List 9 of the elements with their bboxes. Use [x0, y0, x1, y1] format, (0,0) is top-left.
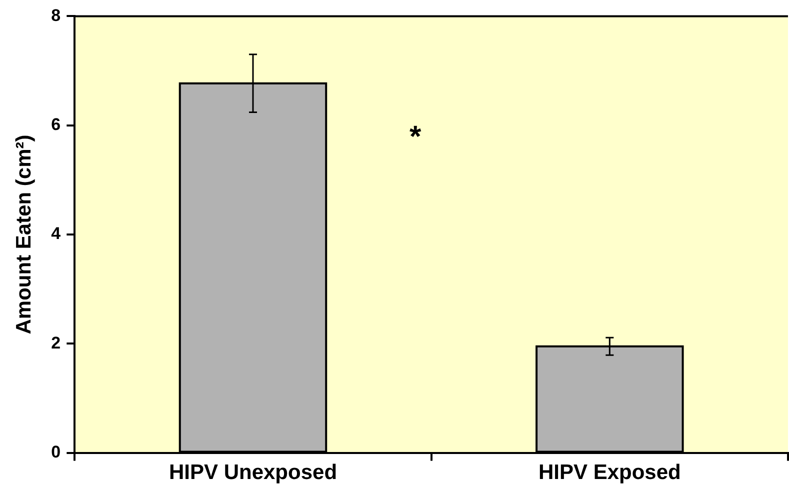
y-tick-label: 8 — [51, 6, 61, 25]
y-tick-label: 6 — [51, 115, 61, 134]
x-tick-label: HIPV Exposed — [538, 461, 681, 484]
y-tick-label: 4 — [51, 224, 62, 244]
y-tick-label: 2 — [51, 333, 61, 352]
x-tick-label: HIPV Unexposed — [168, 461, 338, 484]
y-tick-label: 0 — [51, 442, 61, 462]
y-axis-title: Amount Eaten (cm²) — [12, 134, 36, 334]
annotation: * — [409, 120, 422, 154]
